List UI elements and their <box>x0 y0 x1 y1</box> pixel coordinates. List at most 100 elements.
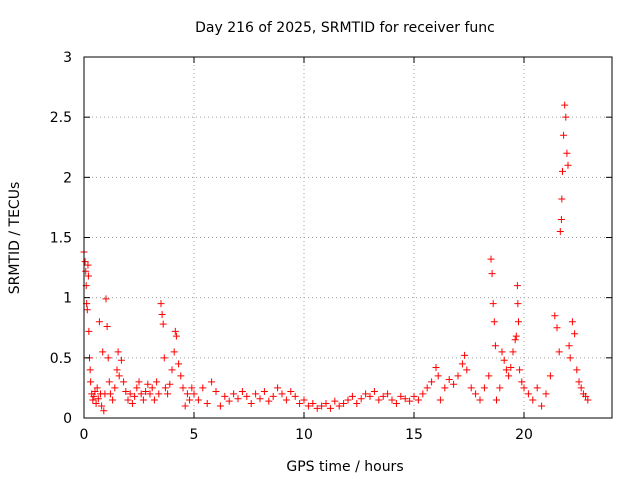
tick-labels: 0 5 10 15 20 0 0.5 1 1.5 2 2.5 3 <box>50 50 533 443</box>
data-point <box>252 390 260 398</box>
x-tick-label: 0 <box>80 427 89 443</box>
data-point <box>105 378 113 386</box>
data-point <box>137 390 145 398</box>
data-point <box>188 384 196 392</box>
data-point <box>331 397 339 405</box>
data-point <box>397 392 405 400</box>
data-point <box>561 101 569 109</box>
data-point <box>326 404 334 412</box>
y-tick-label: 0.5 <box>50 351 72 367</box>
data-point <box>103 323 111 331</box>
data-point <box>114 348 122 356</box>
data-point <box>476 396 484 404</box>
data-point <box>146 390 154 398</box>
data-point <box>171 327 179 335</box>
data-point <box>115 372 123 380</box>
data-point <box>353 400 361 408</box>
data-point <box>491 342 499 350</box>
data-point <box>568 318 576 326</box>
data-point <box>565 342 573 350</box>
data-point <box>533 384 541 392</box>
data-points <box>80 101 592 415</box>
data-point <box>221 392 229 400</box>
data-point <box>133 384 141 392</box>
data-point <box>95 318 103 326</box>
data-point <box>516 366 524 374</box>
data-point <box>487 255 495 263</box>
data-point <box>139 396 147 404</box>
data-point <box>106 390 114 398</box>
data-point <box>542 390 550 398</box>
data-point <box>87 378 95 386</box>
data-point <box>274 384 282 392</box>
data-point <box>142 388 150 396</box>
data-point <box>472 390 480 398</box>
data-point <box>170 348 178 356</box>
data-point <box>166 380 174 388</box>
chart-title: Day 216 of 2025, SRMTID for receiver fun… <box>195 20 495 36</box>
grid <box>84 57 612 418</box>
data-point <box>432 363 440 371</box>
data-point <box>498 348 506 356</box>
data-point <box>357 395 365 403</box>
data-point <box>538 402 546 410</box>
data-point <box>177 372 185 380</box>
data-point <box>573 366 581 374</box>
data-point <box>555 348 563 356</box>
data-point <box>563 149 571 157</box>
y-tick-label: 2.5 <box>50 110 72 126</box>
data-point <box>82 267 90 275</box>
data-point <box>186 396 194 404</box>
data-point <box>278 390 286 398</box>
data-point <box>562 113 570 121</box>
data-point <box>124 396 132 404</box>
data-point <box>362 390 370 398</box>
data-point <box>322 400 330 408</box>
data-point <box>450 380 458 388</box>
data-point <box>344 396 352 404</box>
data-point <box>157 300 165 308</box>
data-point <box>520 384 528 392</box>
y-tick-label: 2 <box>63 170 72 186</box>
data-point <box>518 378 526 386</box>
data-point <box>441 384 449 392</box>
data-point <box>86 366 94 374</box>
data-point <box>500 356 508 364</box>
data-point <box>111 384 119 392</box>
data-point <box>83 306 91 314</box>
data-point <box>84 272 92 280</box>
data-point <box>419 390 427 398</box>
data-point <box>190 390 198 398</box>
data-point <box>461 351 469 359</box>
data-point <box>370 388 378 396</box>
data-point <box>92 400 100 408</box>
data-point <box>463 366 471 374</box>
data-point <box>529 396 537 404</box>
data-point <box>160 354 168 362</box>
data-point <box>183 390 191 398</box>
data-point <box>102 295 110 303</box>
data-point <box>558 195 566 203</box>
x-tick-label: 15 <box>405 427 423 443</box>
y-tick-label: 3 <box>63 50 72 66</box>
data-point <box>208 378 216 386</box>
data-point <box>150 396 158 404</box>
data-point <box>513 282 521 290</box>
data-point <box>488 270 496 278</box>
data-point <box>490 318 498 326</box>
data-point <box>511 336 519 344</box>
data-point <box>122 388 130 396</box>
data-point <box>348 392 356 400</box>
data-point <box>318 402 326 410</box>
data-point <box>392 400 400 408</box>
data-point <box>282 396 290 404</box>
data-point <box>559 167 566 175</box>
data-point <box>434 372 442 380</box>
data-point <box>436 396 444 404</box>
data-point <box>388 396 396 404</box>
data-point <box>256 395 264 403</box>
data-point <box>291 392 299 400</box>
data-point <box>300 396 308 404</box>
data-point <box>194 396 202 404</box>
